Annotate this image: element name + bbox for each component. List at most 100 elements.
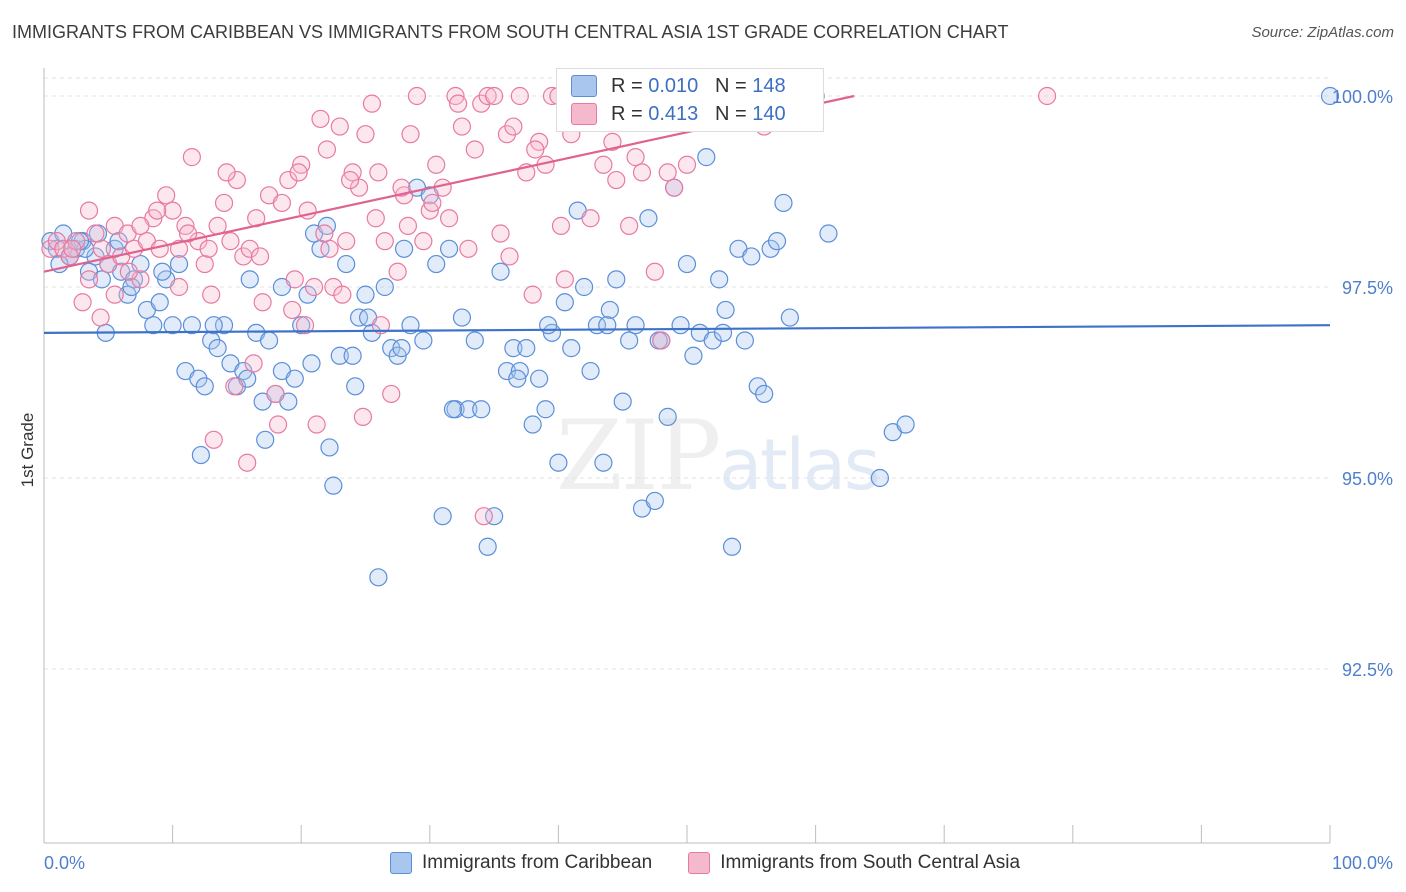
tick-labels: 100.0% 97.5% 95.0% 92.5% 0.0% 100.0% xyxy=(44,87,1393,873)
point-caribbean xyxy=(285,369,304,388)
point-caribbean xyxy=(189,369,208,388)
point-caribbean xyxy=(713,323,733,342)
point-south-central-asia xyxy=(315,224,334,243)
point-south-central-asia xyxy=(63,239,82,258)
point-south-central-asia xyxy=(392,178,411,197)
point-south-central-asia xyxy=(645,262,664,281)
point-south-central-asia xyxy=(79,201,99,220)
legend-item-caribbean: Immigrants from Caribbean xyxy=(390,852,652,874)
point-south-central-asia xyxy=(204,430,223,449)
legend: Immigrants from Caribbean Immigrants fro… xyxy=(390,852,1020,874)
point-south-central-asia xyxy=(603,132,622,151)
point-caribbean xyxy=(575,277,594,297)
point-caribbean xyxy=(598,316,617,335)
point-caribbean xyxy=(594,453,613,472)
point-south-central-asia xyxy=(320,239,339,258)
point-south-central-asia xyxy=(295,316,315,335)
point-south-central-asia xyxy=(333,285,352,304)
point-caribbean xyxy=(710,270,729,289)
point-south-central-asia xyxy=(86,224,105,243)
point-south-central-asia xyxy=(594,155,613,174)
point-south-central-asia xyxy=(523,285,542,304)
point-caribbean xyxy=(626,316,645,335)
point-south-central-asia xyxy=(272,193,292,213)
point-south-central-asia xyxy=(504,117,523,136)
stats-r-label: R = xyxy=(611,102,643,125)
point-south-central-asia xyxy=(91,308,110,327)
point-caribbean xyxy=(549,453,568,472)
point-caribbean xyxy=(748,377,767,396)
point-south-central-asia xyxy=(452,117,472,136)
point-caribbean xyxy=(195,377,214,396)
point-caribbean xyxy=(497,361,517,381)
point-caribbean xyxy=(742,247,761,266)
stats-n-label: N = xyxy=(714,74,747,97)
point-caribbean xyxy=(452,308,472,327)
point-caribbean xyxy=(401,316,420,335)
point-caribbean xyxy=(504,339,523,358)
point-south-central-asia xyxy=(658,163,677,182)
point-caribbean xyxy=(697,148,716,167)
point-caribbean xyxy=(620,331,639,350)
point-south-central-asia xyxy=(652,331,671,350)
point-south-central-asia xyxy=(433,178,452,197)
point-south-central-asia xyxy=(551,216,571,235)
point-south-central-asia xyxy=(317,140,337,159)
point-south-central-asia xyxy=(607,170,626,190)
point-caribbean xyxy=(536,400,555,419)
point-caribbean xyxy=(394,239,414,258)
point-south-central-asia xyxy=(157,186,176,205)
stats-box: R = 0.010 N = 148 R = 0.413 N = 140 xyxy=(556,68,824,132)
point-caribbean xyxy=(153,262,172,281)
point-caribbean xyxy=(530,369,549,388)
point-caribbean xyxy=(671,316,690,335)
point-caribbean xyxy=(581,361,600,381)
point-caribbean xyxy=(639,209,658,228)
point-caribbean xyxy=(677,254,697,274)
point-caribbean xyxy=(375,277,394,297)
stats-n-label: N = xyxy=(714,102,747,125)
point-south-central-asia xyxy=(356,125,375,144)
chart-title: IMMIGRANTS FROM CARIBBEAN VS IMMIGRANTS … xyxy=(12,22,1009,42)
point-caribbean xyxy=(70,232,90,251)
point-south-central-asia xyxy=(555,270,574,289)
point-south-central-asia xyxy=(448,94,468,113)
point-caribbean xyxy=(735,331,754,350)
point-south-central-asia xyxy=(677,155,697,174)
point-caribbean xyxy=(774,193,793,213)
point-caribbean xyxy=(767,232,787,251)
point-south-central-asia xyxy=(330,117,349,136)
point-south-central-asia xyxy=(1037,86,1057,106)
point-south-central-asia xyxy=(497,125,517,144)
point-south-central-asia xyxy=(491,224,510,243)
point-south-central-asia xyxy=(500,247,519,266)
point-south-central-asia xyxy=(238,453,257,472)
point-caribbean xyxy=(472,400,491,419)
point-south-central-asia xyxy=(478,86,497,106)
point-south-central-asia xyxy=(214,193,234,213)
y-tick-label: 97.5% xyxy=(1342,278,1393,298)
point-south-central-asia xyxy=(217,163,236,182)
point-caribbean xyxy=(523,415,542,434)
point-caribbean xyxy=(302,354,321,373)
point-south-central-asia xyxy=(581,209,600,228)
point-caribbean xyxy=(324,476,343,495)
legend-item-south-central-asia: Immigrants from South Central Asia xyxy=(688,852,1020,874)
point-caribbean xyxy=(256,430,275,449)
point-south-central-asia xyxy=(221,232,240,251)
point-south-central-asia xyxy=(362,94,382,113)
point-south-central-asia xyxy=(407,86,427,106)
point-caribbean xyxy=(645,491,664,511)
point-caribbean xyxy=(191,445,210,465)
point-south-central-asia xyxy=(398,216,418,235)
point-south-central-asia xyxy=(266,384,285,404)
point-caribbean xyxy=(459,400,478,419)
point-caribbean xyxy=(343,346,362,365)
point-caribbean xyxy=(896,415,915,434)
point-south-central-asia xyxy=(178,224,198,243)
point-south-central-asia xyxy=(92,239,111,258)
point-caribbean xyxy=(204,316,223,335)
point-caribbean xyxy=(613,392,632,411)
point-caribbean xyxy=(478,537,497,556)
point-caribbean xyxy=(684,346,703,365)
